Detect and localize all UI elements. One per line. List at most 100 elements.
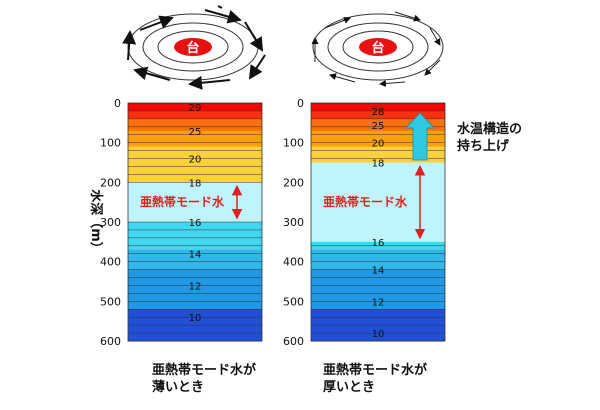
temperature-band bbox=[311, 214, 445, 219]
temperature-band bbox=[128, 174, 262, 179]
temperature-band bbox=[128, 150, 262, 156]
temperature-band bbox=[311, 309, 445, 314]
mode-water-label: 亜熱帯モード水 bbox=[140, 194, 225, 209]
temperature-band bbox=[311, 225, 445, 231]
temperature-band bbox=[311, 106, 445, 112]
temperature-band bbox=[128, 118, 262, 124]
temperature-band bbox=[311, 142, 445, 148]
temperature-band bbox=[311, 321, 445, 326]
temperature-band bbox=[311, 277, 445, 282]
temperature-band bbox=[128, 265, 262, 271]
wind-arrows bbox=[311, 11, 441, 88]
temperature-band bbox=[128, 297, 262, 302]
temperature-band bbox=[128, 110, 262, 116]
temperature-band bbox=[128, 158, 262, 163]
isotherm-label: 12 bbox=[189, 281, 202, 292]
temperature-band bbox=[128, 257, 262, 263]
temperature-band bbox=[311, 289, 445, 294]
depth-axis-title: 水深（m） bbox=[88, 189, 104, 255]
isotherm-label: 20 bbox=[372, 139, 385, 150]
isotherm-label: 12 bbox=[372, 297, 385, 308]
temperature-band bbox=[128, 237, 262, 243]
temperature-band bbox=[128, 186, 262, 191]
temperature-band bbox=[311, 206, 445, 211]
temperature-band bbox=[128, 293, 262, 298]
depth-tick-label: 600 bbox=[283, 335, 304, 348]
temperature-band bbox=[311, 170, 445, 175]
temperature-band bbox=[311, 126, 445, 132]
temperature-band bbox=[128, 162, 262, 167]
temperature-band bbox=[128, 253, 262, 259]
depth-tick-label: 300 bbox=[283, 216, 304, 229]
temperature-band bbox=[128, 170, 262, 175]
mode-water-label: 亜熱帯モード水 bbox=[323, 194, 408, 209]
depth-tick-label: 0 bbox=[114, 97, 121, 110]
typhoon-weak-winds: 台 bbox=[311, 11, 444, 88]
temperature-band bbox=[311, 150, 445, 156]
temperature-band bbox=[128, 178, 262, 183]
temperature-band bbox=[311, 317, 445, 322]
temperature-band bbox=[311, 269, 445, 275]
temperature-band bbox=[128, 289, 262, 294]
temperature-band bbox=[128, 273, 262, 279]
temperature-band bbox=[128, 142, 262, 148]
temperature-band bbox=[128, 337, 262, 342]
temperature-band bbox=[311, 301, 445, 306]
isotherm-label: 25 bbox=[189, 127, 202, 138]
temperature-band bbox=[128, 103, 262, 108]
typhoon-center bbox=[174, 38, 212, 56]
temperature-band bbox=[128, 285, 262, 290]
depth-tick-label: 300 bbox=[100, 216, 121, 229]
isotherm-label: 14 bbox=[189, 250, 202, 261]
temperature-band bbox=[311, 103, 445, 108]
temperature-band bbox=[311, 118, 445, 124]
temperature-band bbox=[311, 281, 445, 286]
caption-thick-line1: 亜熱帯モード水が bbox=[323, 363, 428, 378]
temperature-band bbox=[311, 222, 445, 227]
isotherm-label: 29 bbox=[189, 103, 202, 114]
temperature-band bbox=[128, 325, 262, 330]
temperature-band bbox=[311, 265, 445, 271]
temperature-band bbox=[128, 229, 262, 235]
temperature-band bbox=[128, 329, 262, 334]
temperature-band bbox=[311, 329, 445, 334]
temperature-band bbox=[311, 134, 445, 140]
depth-tick-label: 0 bbox=[297, 97, 304, 110]
upwelling-arrow bbox=[405, 112, 435, 161]
typhoon-center bbox=[359, 38, 397, 56]
temperature-band bbox=[311, 114, 445, 120]
temperature-band bbox=[128, 106, 262, 112]
temperature-band bbox=[311, 245, 445, 251]
typhoon-strong-winds: 台 bbox=[122, 5, 266, 90]
temperature-band bbox=[311, 158, 445, 163]
temperature-band bbox=[311, 210, 445, 215]
temperature-band bbox=[128, 261, 262, 267]
typhoon-label: 台 bbox=[186, 40, 199, 56]
temperature-band bbox=[311, 178, 445, 183]
temperature-band bbox=[311, 325, 445, 330]
depth-tick-label: 100 bbox=[100, 137, 121, 150]
depth-tick-label: 400 bbox=[283, 256, 304, 269]
temperature-band bbox=[128, 166, 262, 171]
depth-axis-left: 0 100 200 300 400 500 600 bbox=[100, 97, 121, 348]
temperature-band bbox=[128, 182, 262, 187]
temperature-band bbox=[311, 122, 445, 128]
caption-thin-line2: 薄いとき bbox=[152, 380, 205, 395]
temperature-band bbox=[311, 182, 445, 187]
temperature-band bbox=[311, 233, 445, 239]
temperature-band bbox=[128, 122, 262, 128]
temperature-band bbox=[311, 237, 445, 243]
upwelling-label-line2: 持ち上げ bbox=[457, 138, 510, 154]
temperature-band bbox=[128, 309, 262, 314]
temperature-band bbox=[311, 166, 445, 171]
temperature-band bbox=[128, 146, 262, 152]
temperature-band bbox=[128, 317, 262, 322]
isotherm-label: 28 bbox=[372, 107, 385, 118]
water-column-frame bbox=[310, 102, 446, 342]
isotherm-label: 18 bbox=[189, 178, 202, 189]
isotherm-label: 16 bbox=[189, 218, 202, 229]
isotherm-label: 20 bbox=[189, 155, 202, 166]
temperature-band bbox=[128, 241, 262, 247]
temperature-band bbox=[311, 162, 445, 167]
